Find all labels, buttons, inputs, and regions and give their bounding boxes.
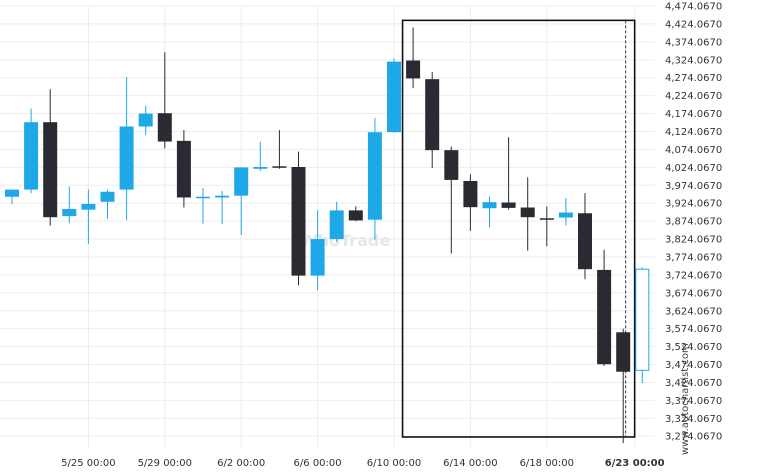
x-tick-label: 5/29 00:00 [138,458,192,469]
y-tick-label: 3,474.0670 [665,360,722,371]
candle-body [215,195,230,198]
candle-body [348,210,363,221]
pattern-box [401,19,636,438]
candle-body [597,269,612,365]
y-tick-label: 3,674.0670 [665,288,722,299]
y-tick-label: 4,424.0670 [665,19,722,30]
candle-body [482,202,497,209]
candle-body [558,212,573,218]
candle-body [119,126,134,190]
candle-body [5,189,19,197]
y-tick-label: 3,624.0670 [665,306,722,317]
candle-body [196,196,210,199]
candle-body [329,210,344,240]
y-tick-label: 3,974.0670 [665,181,722,192]
candle-body [387,61,401,133]
y-tick-label: 4,324.0670 [665,55,722,66]
candle-body [463,180,478,208]
x-tick-label: 6/6 00:00 [294,458,342,469]
x-tick-label: 6/14 00:00 [443,458,497,469]
candle-body [81,203,96,210]
y-tick-label: 4,274.0670 [665,73,722,84]
candle-body [501,202,516,208]
y-tick-label: 4,074.0670 [665,145,722,156]
candle-body [43,122,58,218]
y-tick-label: 4,474.0670 [665,2,722,13]
y-tick-label: 3,424.0670 [665,378,722,389]
credit-text: www.autochartist.com [680,343,691,455]
candle-body [291,167,306,276]
y-tick-label: 3,324.0670 [665,414,722,425]
candle-body [176,140,191,198]
candle-body [310,239,325,276]
y-tick-label: 3,824.0670 [665,235,722,246]
y-tick-label: 3,874.0670 [665,217,722,228]
y-tick-label: 3,774.0670 [665,252,722,263]
candles-layer [5,27,650,444]
y-axis: 4,474.0670 4,424.0670 4,374.0670 4,324.0670… [665,2,722,443]
candle-body [444,150,459,180]
candle-body [234,167,249,196]
candle-body [272,166,287,168]
x-tick-label: 6/10 00:00 [367,458,421,469]
y-tick-label: 4,374.0670 [665,37,722,48]
candle-body [367,132,382,220]
y-tick-label: 3,374.0670 [665,396,722,407]
candle-body [253,167,268,169]
candle-body [100,191,115,202]
y-tick-label: 4,024.0670 [665,163,722,174]
candle-body [425,79,440,151]
y-tick-label: 3,274.0670 [665,432,722,443]
y-tick-label: 3,574.0670 [665,324,722,335]
x-axis: 5/25 00:00 5/29 00:00 6/2 00:00 6/6 00:00 6/… [61,458,664,469]
candle-body [520,207,535,218]
y-tick-label: 4,124.0670 [665,127,722,138]
y-tick-label: 3,924.0670 [665,199,722,210]
y-tick-label: 3,724.0670 [665,270,722,281]
x-tick-label: 6/18 00:00 [520,458,574,469]
candle-body [24,122,39,190]
y-tick-label: 3,524.0670 [665,342,722,353]
candle-body [406,60,421,79]
candle-body [157,113,172,142]
y-tick-label: 4,224.0670 [665,91,722,102]
candle-body [635,268,650,371]
candle-body [539,218,554,220]
x-tick-label: 6/23 00:00 [605,458,665,469]
x-tick-label: 6/2 00:00 [217,458,265,469]
candle-body [138,113,153,127]
chart-grid [0,5,655,447]
y-tick-label: 4,174.0670 [665,109,722,120]
x-tick-label: 5/25 00:00 [61,458,115,469]
candle-body [62,208,77,217]
candle-body [578,213,592,270]
candle-body [616,332,631,372]
